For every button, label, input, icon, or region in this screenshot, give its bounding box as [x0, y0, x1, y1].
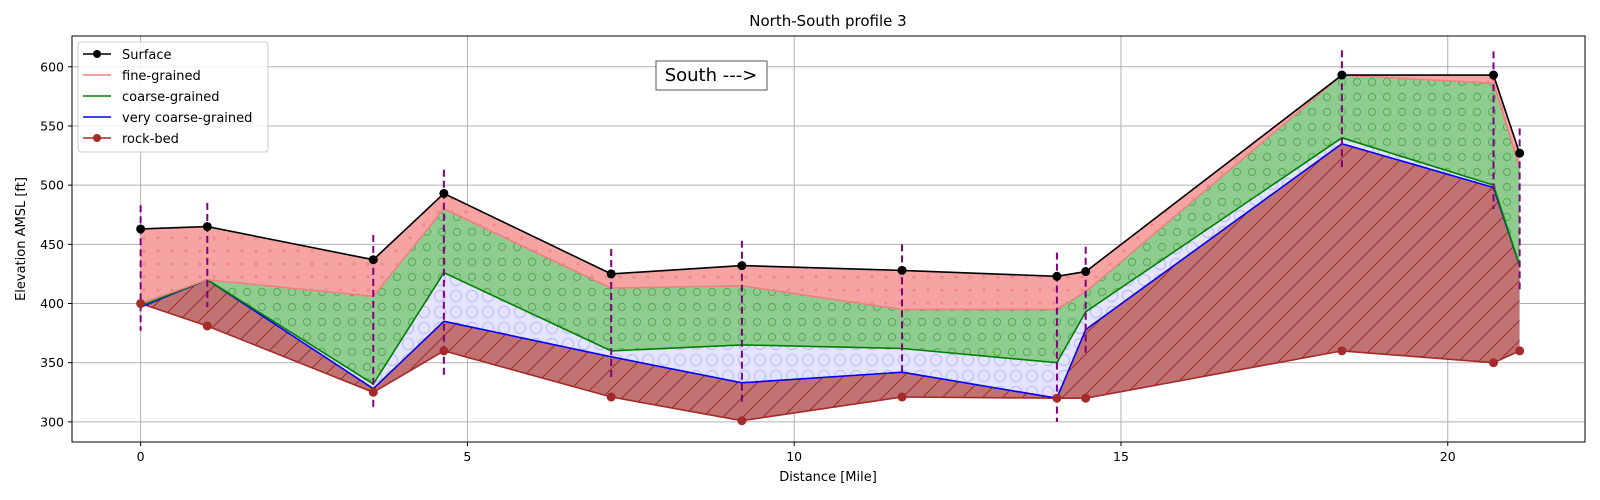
- coarse-grained-area-pattern: [140, 75, 1520, 384]
- rock-bed-point: [1515, 346, 1525, 356]
- rock-bed-point: [1489, 358, 1499, 368]
- surface-point: [439, 188, 449, 198]
- x-tick-label: 15: [1113, 449, 1129, 464]
- y-axis: 300 350 400 450 500 550 600: [40, 59, 72, 429]
- rock-bed-point: [439, 346, 449, 356]
- x-tick-label: 5: [463, 449, 471, 464]
- legend-box: [77, 41, 269, 153]
- x-tick-label: 10: [786, 449, 802, 464]
- surface-point: [1489, 70, 1499, 80]
- rock-bed-area-pattern: [140, 143, 1520, 421]
- surface-point: [606, 269, 616, 279]
- rock-bed-point: [1052, 393, 1062, 403]
- surface-point: [368, 255, 378, 265]
- plot-frame: [71, 35, 1586, 443]
- annotation-box: [655, 60, 768, 91]
- series-line-fine-grained: [140, 74, 1521, 311]
- y-tick-label: 600: [40, 59, 64, 74]
- rock-bed-point: [606, 392, 616, 402]
- series-line-coarse-grained: [140, 136, 1521, 386]
- y-tick-label: 350: [40, 355, 64, 370]
- rock-bed-point: [368, 387, 378, 397]
- chart-title: North-South profile 3: [749, 12, 906, 30]
- rock-bed-point: [1081, 393, 1091, 403]
- x-axis: 0 5 10 15 20: [137, 442, 1456, 464]
- series-line-rock-bed: [140, 302, 1520, 422]
- y-tick-label: 300: [40, 414, 64, 429]
- surface-point: [1081, 267, 1091, 277]
- legend-item-coarse-grained: coarse-grained: [83, 90, 220, 105]
- legend-item-fine-grained: fine-grained: [83, 69, 201, 84]
- y-tick-label: 450: [40, 237, 64, 252]
- legend: Surface fine-grained coarse-grained very…: [77, 41, 269, 153]
- rock-bed-point: [897, 392, 907, 402]
- fine-grained-area-pattern: [140, 75, 1520, 310]
- series-lines: [140, 74, 1521, 422]
- legend-label: very coarse-grained: [122, 111, 252, 126]
- surface-point: [897, 265, 907, 275]
- y-tick-label: 500: [40, 178, 64, 193]
- rock-bed-point: [737, 416, 747, 426]
- annotation-text: South --->: [665, 65, 758, 86]
- series-line-very-coarse-grained: [140, 142, 1521, 400]
- x-axis-label: Distance [Mile]: [779, 470, 877, 485]
- y-axis-label: Elevation AMSL [ft]: [14, 177, 29, 301]
- rock-bed-point: [136, 299, 146, 309]
- rock-bed-point: [202, 321, 212, 331]
- surface-point: [1337, 70, 1347, 80]
- legend-label: rock-bed: [122, 132, 179, 147]
- series-line-surface: [140, 74, 1521, 278]
- x-tick-label: 20: [1440, 449, 1456, 464]
- surface-point: [202, 222, 212, 232]
- y-tick-label: 550: [40, 118, 64, 133]
- surface-point: [136, 224, 146, 234]
- rock-bed-point: [1337, 346, 1347, 356]
- surface-point: [1515, 148, 1525, 158]
- legend-label: coarse-grained: [122, 90, 220, 105]
- surface-point: [1052, 271, 1062, 281]
- legend-item-rock-bed: rock-bed: [83, 132, 179, 147]
- surface-point: [737, 261, 747, 271]
- series-markers: [136, 70, 1525, 426]
- x-tick-label: 0: [137, 449, 145, 464]
- legend-item-very-coarse-grained: very coarse-grained: [83, 111, 252, 126]
- legend-item-surface: Surface: [83, 48, 172, 63]
- legend-label: Surface: [122, 48, 172, 63]
- direction-annotation: South --->: [655, 60, 768, 91]
- legend-label: fine-grained: [122, 69, 201, 84]
- areas: [140, 75, 1520, 421]
- y-tick-label: 400: [40, 296, 64, 311]
